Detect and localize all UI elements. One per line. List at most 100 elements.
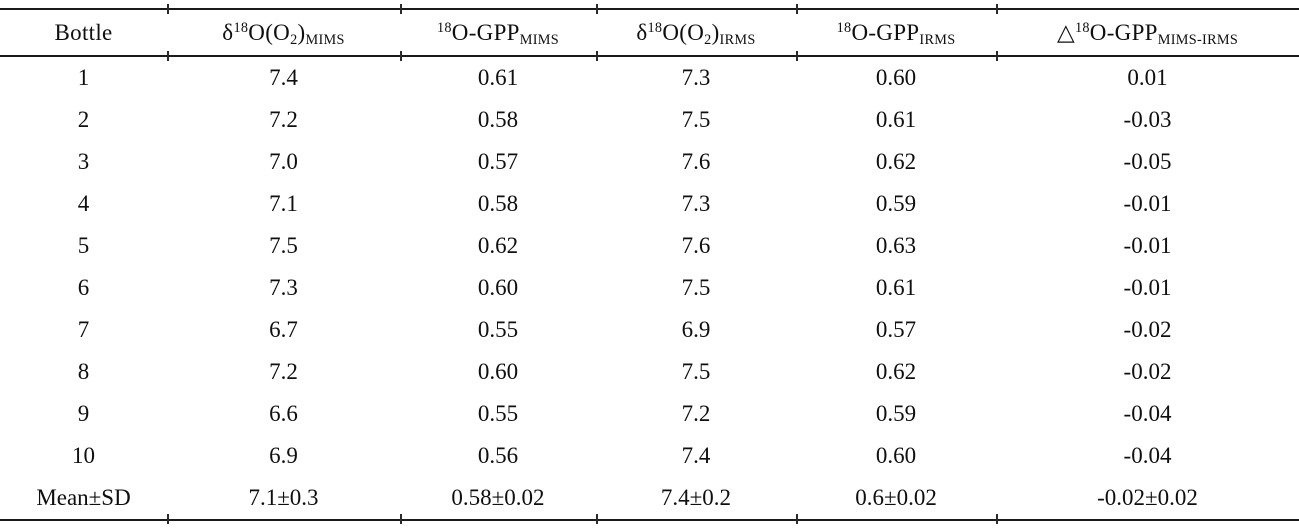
value-cell: 7.3 bbox=[681, 65, 711, 90]
header-text-segment: MIMS bbox=[519, 32, 559, 49]
column-divider-tick bbox=[399, 4, 402, 14]
row-label-cell: 1 bbox=[77, 65, 90, 90]
value-cell: 7.2 bbox=[269, 107, 298, 132]
column-divider-tick bbox=[399, 51, 402, 61]
value-cell: 6.9 bbox=[269, 443, 298, 468]
value-cell: 0.58 bbox=[477, 107, 519, 132]
value-cell: 0.58±0.02 bbox=[399, 477, 596, 521]
row-label-cell: 2 bbox=[77, 107, 90, 132]
value-cell: -0.01 bbox=[1123, 275, 1172, 300]
table-row: 7 6.7 0.55 6.9 0.57 -0.02 bbox=[0, 309, 1299, 351]
column-divider-tick bbox=[167, 514, 170, 524]
table-row: 4 7.1 0.58 7.3 0.59 -0.01 bbox=[0, 183, 1299, 225]
value-cell: 7.4±0.2 bbox=[595, 477, 796, 521]
value-cell: 6.7 bbox=[269, 317, 298, 342]
header-text-segment: δ bbox=[636, 19, 648, 45]
header-text-segment: O(O bbox=[662, 19, 705, 45]
column-divider-tick bbox=[796, 51, 799, 61]
value-cell: 7.5 bbox=[681, 107, 711, 132]
row-label-cell: 8 bbox=[77, 359, 90, 384]
column-divider-tick bbox=[595, 514, 598, 524]
table-row: 9 6.6 0.55 7.2 0.59 -0.04 bbox=[0, 393, 1299, 435]
value-cell: -0.04 bbox=[1123, 443, 1172, 468]
value-cell: 7.0 bbox=[269, 149, 298, 174]
value-cell: -0.01 bbox=[1123, 191, 1172, 216]
value-cell: 7.3 bbox=[681, 191, 711, 216]
value-cell: 7.6 bbox=[681, 233, 711, 258]
table-row: 8 7.2 0.60 7.5 0.62 -0.02 bbox=[0, 351, 1299, 393]
value-cell: -0.02±0.02 bbox=[996, 477, 1299, 521]
row-label-cell: Mean±SD bbox=[0, 477, 168, 521]
row-label-cell: 9 bbox=[77, 401, 90, 426]
column-divider-tick bbox=[796, 4, 799, 14]
column-divider-tick bbox=[167, 4, 170, 14]
column-divider-tick bbox=[595, 51, 598, 61]
value-cell: 0.01 bbox=[1127, 65, 1168, 90]
value-cell: 0.58 bbox=[477, 191, 519, 216]
value-cell: 0.61 bbox=[875, 107, 917, 132]
value-cell: 0.62 bbox=[875, 359, 917, 384]
row-label-cell: 3 bbox=[77, 149, 90, 174]
value-cell: 0.62 bbox=[477, 233, 519, 258]
value-cell: 7.1 bbox=[269, 191, 298, 216]
header-text-segment: 2 bbox=[704, 32, 712, 49]
value-cell: 0.59 bbox=[875, 191, 917, 216]
column-divider-tick bbox=[796, 514, 799, 524]
row-label-cell: 4 bbox=[77, 191, 90, 216]
column-divider-tick bbox=[167, 51, 170, 61]
value-cell: 0.62 bbox=[875, 149, 917, 174]
value-cell: 7.2 bbox=[269, 359, 298, 384]
value-cell: 7.1±0.3 bbox=[167, 477, 400, 521]
row-label-cell: 10 bbox=[72, 443, 96, 468]
value-cell: -0.01 bbox=[1123, 233, 1172, 258]
header-text-segment: 2 bbox=[290, 32, 298, 49]
value-cell: 0.55 bbox=[477, 401, 519, 426]
value-cell: 0.57 bbox=[477, 149, 519, 174]
column-header-18O-GPP-IRMS: 18O-GPPIRMS bbox=[796, 8, 997, 57]
header-text-segment: IRMS bbox=[919, 32, 956, 49]
table-row: 1 7.4 0.61 7.3 0.60 0.01 bbox=[0, 56, 1299, 99]
column-header-18O-GPP-MIMS: 18O-GPPMIMS bbox=[399, 8, 596, 57]
value-cell: 6.6 bbox=[269, 401, 298, 426]
column-divider-tick bbox=[595, 4, 598, 14]
value-cell: 0.60 bbox=[875, 65, 917, 90]
row-label-cell: 6 bbox=[77, 275, 90, 300]
header-text-segment: δ bbox=[222, 19, 234, 45]
column-divider-tick bbox=[995, 4, 998, 14]
table-header: Bottle δ18O(O2)MIMS 18O-GPPMIMS δ18O(O2)IRM… bbox=[0, 8, 1299, 57]
header-text-segment: 18 bbox=[1074, 19, 1090, 36]
header-text-segment: 18 bbox=[647, 19, 663, 36]
value-cell: 0.61 bbox=[477, 65, 519, 90]
table-row: 3 7.0 0.57 7.6 0.62 -0.05 bbox=[0, 141, 1299, 183]
value-cell: 7.6 bbox=[681, 149, 711, 174]
header-text-segment: △ bbox=[1056, 19, 1075, 45]
column-header-d18O-O2-IRMS: δ18O(O2)IRMS bbox=[595, 8, 796, 57]
column-header-delta-18O-GPP-MIMS-IRMS: △18O-GPPMIMS-IRMS bbox=[996, 8, 1299, 57]
value-cell: -0.05 bbox=[1123, 149, 1172, 174]
header-row: Bottle δ18O(O2)MIMS 18O-GPPMIMS δ18O(O2)IRM… bbox=[0, 8, 1299, 57]
header-text-segment: ) bbox=[297, 19, 306, 45]
value-cell: -0.02 bbox=[1123, 359, 1172, 384]
header-text-segment: ) bbox=[711, 19, 720, 45]
header-text-segment: O-GPP bbox=[1089, 19, 1158, 45]
value-cell: -0.02 bbox=[1123, 317, 1172, 342]
column-divider-tick bbox=[399, 514, 402, 524]
value-cell: 7.4 bbox=[269, 65, 298, 90]
value-cell: -0.04 bbox=[1123, 401, 1172, 426]
value-cell: -0.03 bbox=[1123, 107, 1172, 132]
value-cell: 7.5 bbox=[269, 233, 298, 258]
header-text-segment: O(O bbox=[248, 19, 291, 45]
table-row: 6 7.3 0.60 7.5 0.61 -0.01 bbox=[0, 267, 1299, 309]
row-label-cell: 5 bbox=[77, 233, 90, 258]
value-cell: 0.59 bbox=[875, 401, 917, 426]
value-cell: 6.9 bbox=[681, 317, 711, 342]
value-cell: 0.6±0.02 bbox=[796, 477, 997, 521]
value-cell: 7.5 bbox=[681, 359, 711, 384]
table-body: 1 7.4 0.61 7.3 0.60 0.01 2 7.2 0.58 7.5 0.61 -0.03 3… bbox=[0, 56, 1299, 521]
table-row: 2 7.2 0.58 7.5 0.61 -0.03 bbox=[0, 99, 1299, 141]
header-text-segment: 18 bbox=[436, 19, 452, 36]
row-label-cell: 7 bbox=[77, 317, 90, 342]
header-text-segment: MIMS-IRMS bbox=[1157, 32, 1239, 49]
value-cell: 0.60 bbox=[875, 443, 917, 468]
